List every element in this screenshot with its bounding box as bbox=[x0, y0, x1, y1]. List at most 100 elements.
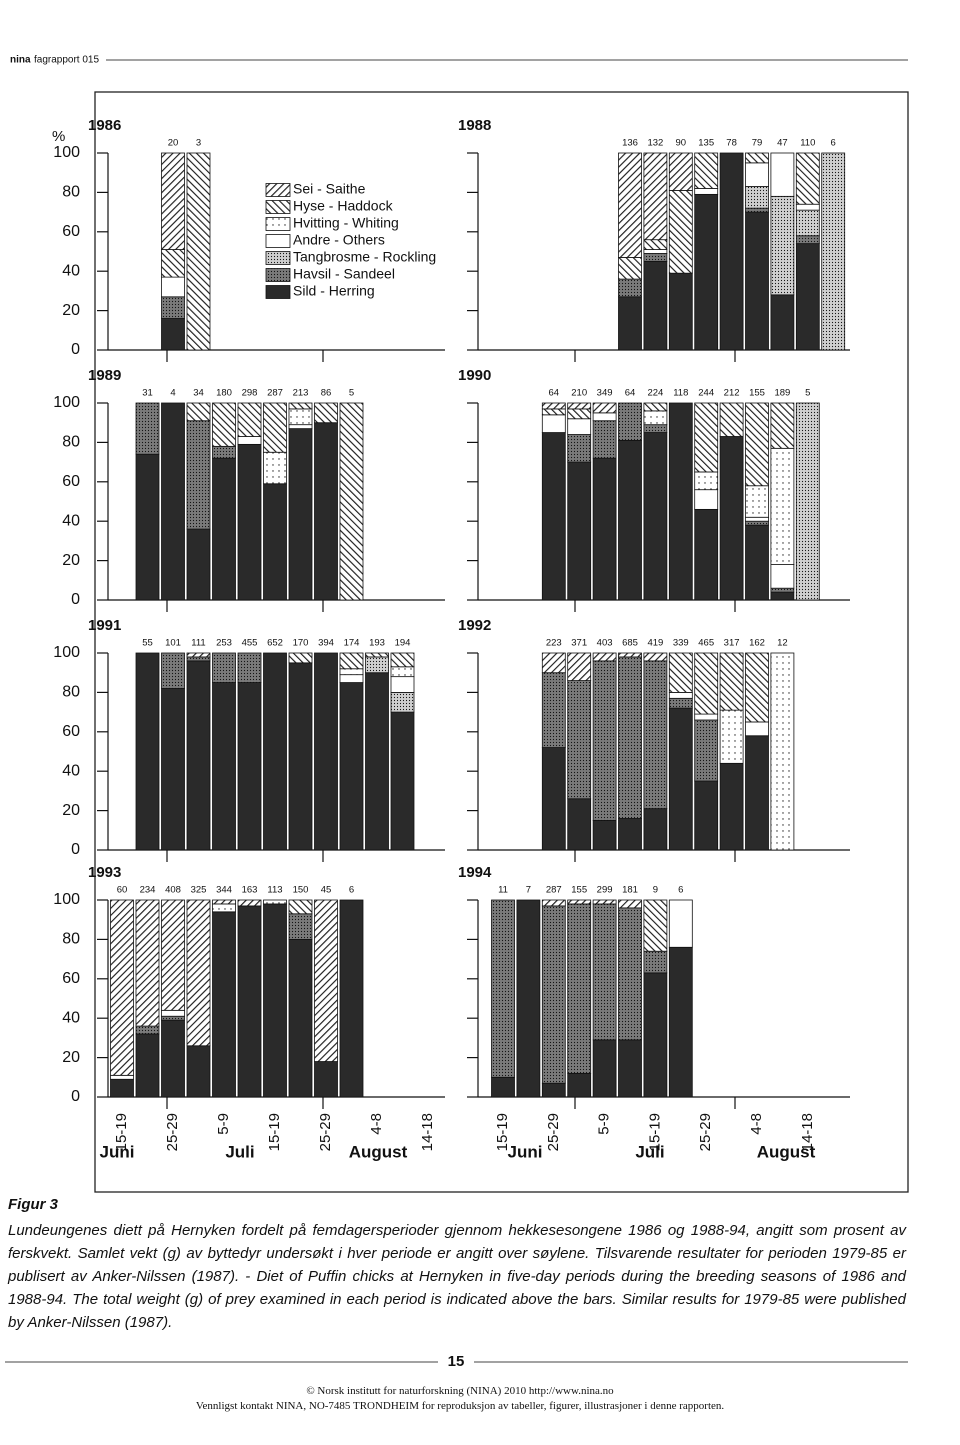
bar-segment bbox=[135, 1025, 160, 1035]
brand: nina bbox=[10, 55, 31, 66]
y-tick-label: 80 bbox=[62, 434, 80, 451]
weight-label: 223 bbox=[546, 638, 562, 649]
weight-label: 349 bbox=[597, 388, 613, 399]
x-tick-label: 5-9 bbox=[215, 1113, 232, 1135]
bar-segment bbox=[567, 680, 592, 800]
weight-label: 213 bbox=[293, 388, 309, 399]
bar-segment bbox=[694, 152, 719, 189]
bar-segment bbox=[694, 489, 719, 510]
bar-segment bbox=[643, 253, 668, 262]
bar-segment bbox=[592, 1039, 617, 1098]
footer-line: © Norsk institutt for naturforskning (NI… bbox=[306, 1385, 614, 1397]
x-tick-label: 14-18 bbox=[799, 1113, 816, 1151]
y-tick-label: 100 bbox=[53, 144, 80, 161]
bar-segment bbox=[161, 296, 185, 319]
bar-segment bbox=[592, 652, 617, 662]
bar-segment bbox=[567, 899, 592, 905]
x-tick-label: 15-19 bbox=[266, 1113, 283, 1151]
bar-segment bbox=[339, 674, 364, 683]
bar-segment bbox=[592, 899, 617, 905]
footer-line: Vennligst kontakt NINA, NO-7485 TRONDHEI… bbox=[195, 1400, 725, 1412]
bar-segment bbox=[161, 318, 185, 351]
weight-label: 136 bbox=[622, 138, 638, 149]
y-tick-label: 40 bbox=[62, 1009, 80, 1026]
weight-label: 90 bbox=[676, 138, 687, 149]
y-tick-label: 40 bbox=[62, 762, 80, 779]
bar-segment bbox=[161, 249, 185, 278]
bar-segment bbox=[668, 190, 693, 274]
bar-segment bbox=[186, 1045, 211, 1098]
bar-segment bbox=[668, 152, 693, 191]
bar-segment bbox=[212, 402, 236, 447]
bar-segment bbox=[541, 672, 566, 748]
legend-swatch bbox=[265, 285, 291, 299]
bar-segment bbox=[745, 485, 769, 518]
bar-segment bbox=[390, 692, 415, 713]
bar-segment bbox=[643, 972, 668, 1098]
bar-segment bbox=[618, 899, 642, 909]
weight-label: 194 bbox=[395, 638, 411, 649]
month-label: Juni bbox=[100, 1142, 135, 1161]
bar-segment bbox=[567, 798, 592, 851]
bar-segment bbox=[592, 402, 617, 414]
weight-label: 155 bbox=[749, 388, 765, 399]
y-tick-label: 20 bbox=[62, 302, 80, 319]
bar-segment bbox=[186, 152, 211, 351]
bar-segment bbox=[567, 903, 592, 1074]
bar-segment bbox=[745, 152, 769, 164]
bar-segment bbox=[719, 762, 744, 851]
weight-label: 6 bbox=[831, 138, 836, 149]
y-tick-label: 60 bbox=[62, 473, 80, 490]
bar-segment bbox=[694, 780, 719, 851]
weight-label: 110 bbox=[800, 138, 815, 149]
bar-segment bbox=[186, 420, 211, 530]
bar-segment bbox=[668, 697, 693, 709]
x-tick-label: 25-29 bbox=[317, 1113, 334, 1151]
bar-segment bbox=[212, 457, 236, 601]
bar-segment bbox=[592, 820, 617, 851]
bar-segment bbox=[567, 1072, 592, 1098]
month-label: Juli bbox=[635, 1142, 664, 1161]
bar-segment bbox=[643, 402, 668, 412]
y-tick-label: 80 bbox=[62, 931, 80, 948]
bar-segment bbox=[541, 905, 566, 1084]
bar-segment bbox=[237, 402, 262, 437]
bar-segment bbox=[643, 808, 668, 851]
bar-segment bbox=[288, 899, 313, 915]
y-tick-label: 100 bbox=[53, 891, 80, 908]
bar-segment bbox=[186, 652, 211, 658]
weight-label: 150 bbox=[293, 885, 309, 896]
y-tick-label: 100 bbox=[53, 644, 80, 661]
bar-segment bbox=[212, 652, 236, 683]
weight-label: 64 bbox=[625, 388, 636, 399]
x-tick-label: 4-8 bbox=[368, 1113, 385, 1135]
bar-segment bbox=[263, 903, 287, 1098]
legend-label: Hyse - Haddock bbox=[293, 198, 394, 214]
weight-label: 118 bbox=[673, 388, 688, 399]
panel-title: 1993 bbox=[88, 864, 121, 881]
x-tick-label: 4-8 bbox=[748, 1113, 765, 1135]
bar-segment bbox=[110, 1078, 134, 1098]
weight-label: 455 bbox=[242, 638, 258, 649]
bar-segment bbox=[390, 666, 415, 678]
bar-segment bbox=[643, 899, 668, 952]
bar-segment bbox=[110, 1074, 134, 1080]
weight-label: 465 bbox=[698, 638, 714, 649]
weight-label: 287 bbox=[546, 885, 562, 896]
y-tick-label: 20 bbox=[62, 1049, 80, 1066]
x-tick-label: 15-19 bbox=[113, 1113, 130, 1151]
bar-segment bbox=[314, 402, 338, 424]
bar-segment bbox=[186, 660, 211, 851]
bar-segment bbox=[339, 682, 364, 851]
bar-segment bbox=[314, 1061, 338, 1098]
weight-label: 78 bbox=[726, 138, 737, 149]
month-label: Juni bbox=[508, 1142, 543, 1161]
bar-segment bbox=[668, 899, 693, 948]
bar-segment bbox=[745, 524, 769, 601]
weight-label: 174 bbox=[344, 638, 360, 649]
bar-segment bbox=[541, 1082, 566, 1098]
bar-segment bbox=[694, 471, 719, 491]
bar-segment bbox=[618, 652, 642, 658]
